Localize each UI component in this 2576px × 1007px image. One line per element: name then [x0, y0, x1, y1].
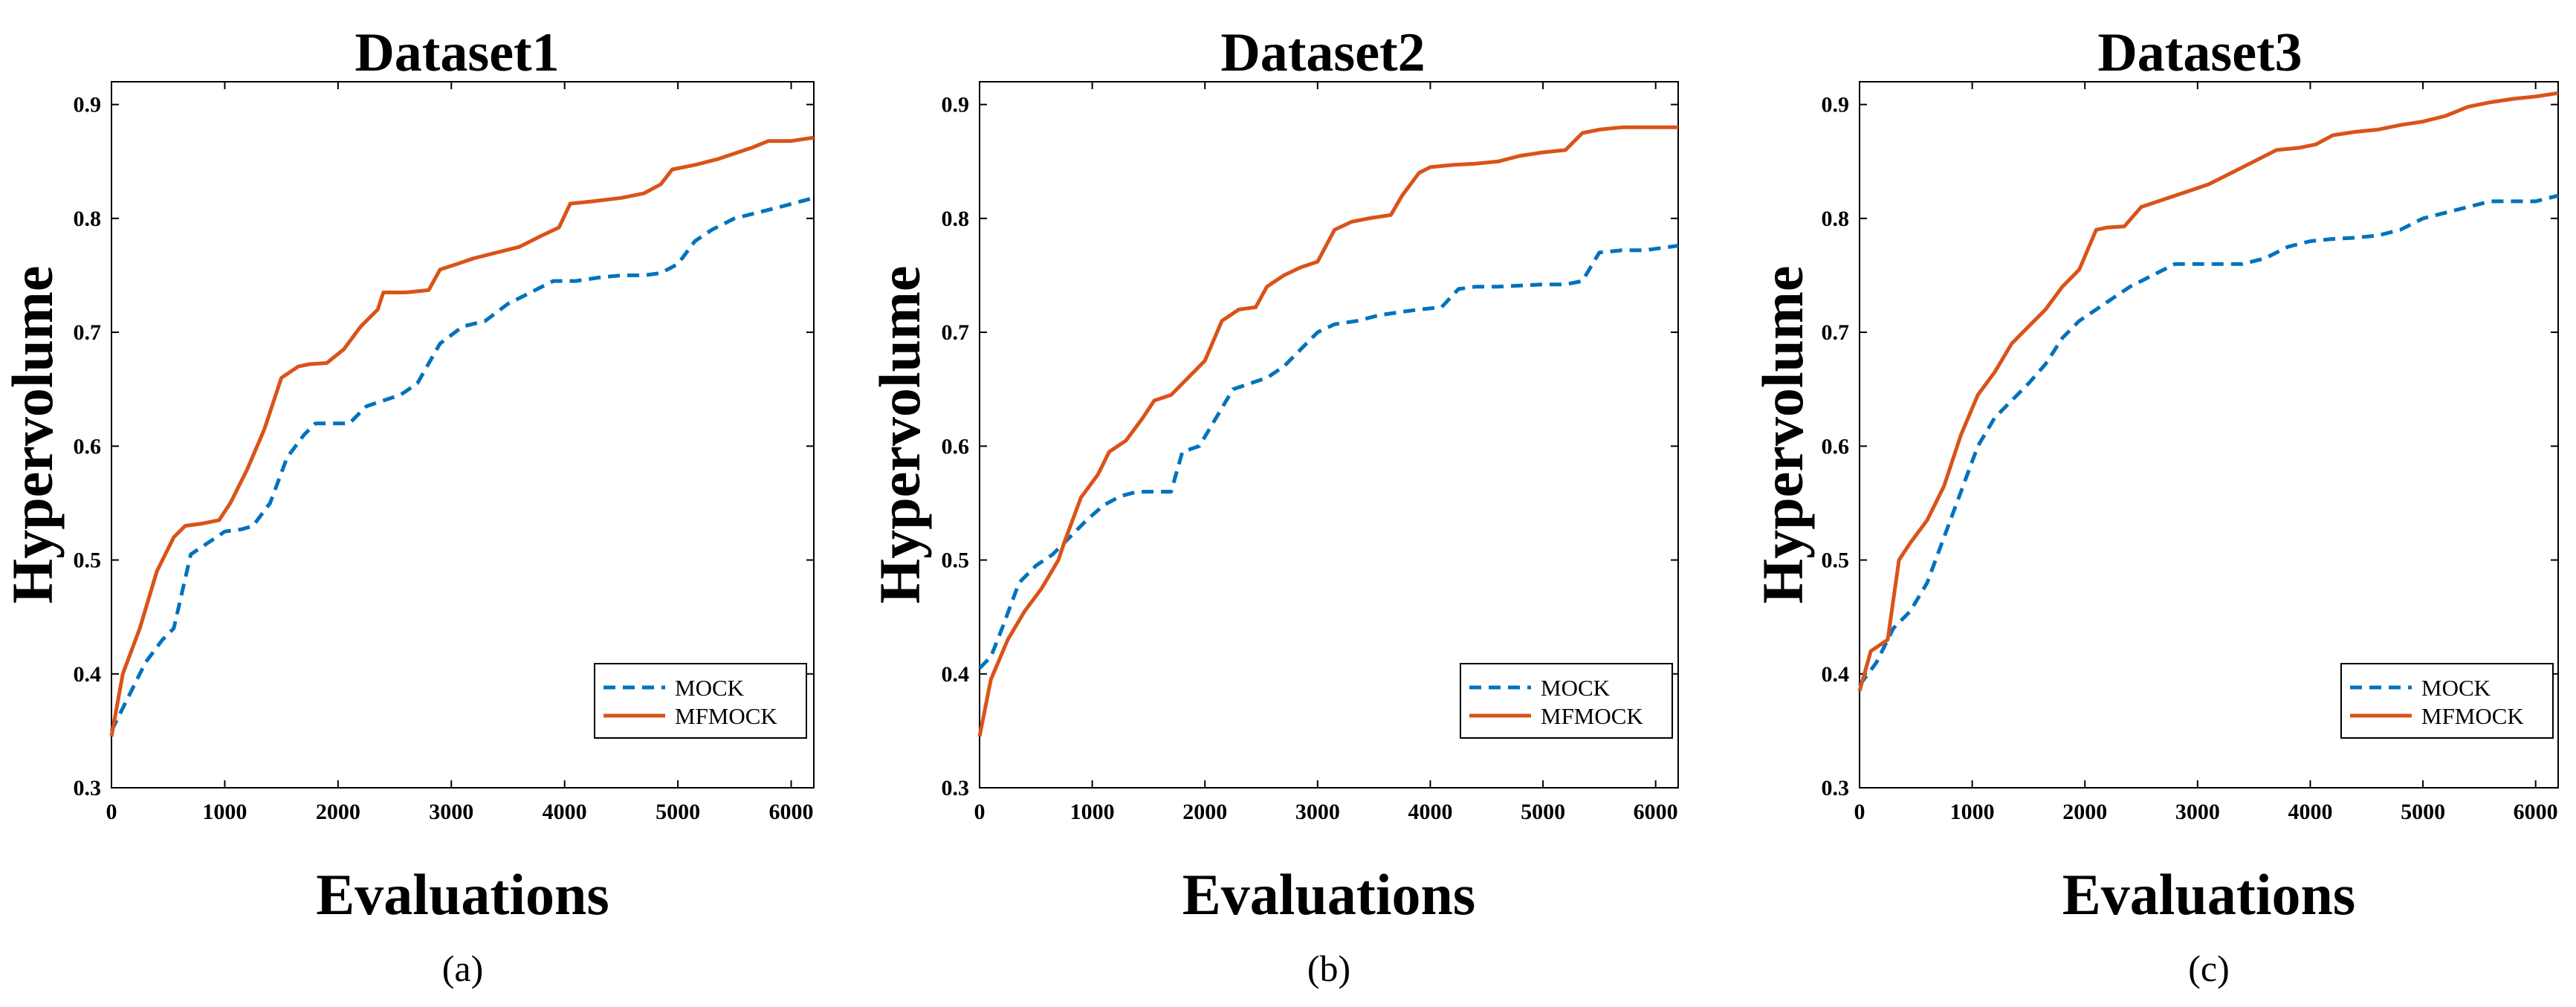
series-line-mfmock — [977, 125, 1678, 737]
legend-label: MOCK — [675, 675, 745, 701]
y-tick-label: 0.5 — [942, 548, 970, 573]
y-tick-label: 0.5 — [1822, 548, 1850, 573]
y-tick-label: 0.6 — [1822, 434, 1850, 459]
y-tick-label: 0.8 — [942, 207, 970, 231]
series-line-mfmock — [109, 135, 815, 737]
legend-box — [594, 663, 807, 739]
y-tick-label: 0.7 — [74, 320, 102, 345]
y-axis-label: Hypervolume — [867, 266, 932, 604]
y-tick-label: 0.7 — [942, 320, 970, 345]
panel-caption: (a) — [442, 948, 484, 989]
x-tick-label: 6000 — [769, 800, 814, 824]
panel-caption: (c) — [2188, 948, 2230, 989]
chart-panel-2: Dataset2 0.3 0.4 0.5 0.6 0.7 0.8 0.9 0 1000 2000 30… — [867, 22, 1679, 989]
y-tick-label: 0.3 — [74, 776, 102, 800]
chart-title: Dataset2 — [1220, 22, 1425, 83]
legend-box — [1460, 663, 1673, 739]
legend-label: MFMOCK — [675, 703, 777, 729]
x-tick-label: 0 — [974, 800, 986, 824]
chart-panel-3: Dataset3 0.3 0.4 0.5 0.6 0.7 0.8 0.9 0 1000 2000 30… — [1750, 22, 2559, 989]
y-tick-label: 0.9 — [1822, 93, 1850, 117]
y-tick-label: 0.4 — [74, 662, 102, 687]
y-tick-label: 0.3 — [1822, 776, 1850, 800]
legend-label: MFMOCK — [1541, 703, 1643, 729]
y-tick-label: 0.6 — [74, 434, 102, 459]
x-tick-label: 0 — [106, 800, 117, 824]
legend-label: MFMOCK — [2421, 703, 2524, 729]
x-tick-label: 5000 — [656, 800, 700, 824]
x-tick-label: 4000 — [2288, 800, 2332, 824]
x-tick-label: 0 — [1854, 800, 1865, 824]
series-line-mock — [109, 195, 815, 732]
x-tick-label: 1000 — [202, 800, 247, 824]
y-tick-label: 0.8 — [1822, 207, 1850, 231]
x-tick-label: 6000 — [1634, 800, 1678, 824]
plot-frame — [111, 81, 815, 789]
y-tick-label: 0.3 — [942, 776, 970, 800]
y-axis-label: Hypervolume — [1750, 266, 1815, 604]
plot-frame — [1859, 81, 2559, 789]
y-tick-label: 0.7 — [1822, 320, 1850, 345]
x-tick-label: 2000 — [316, 800, 360, 824]
x-tick-label: 3000 — [2175, 800, 2220, 824]
x-tick-label: 2000 — [1182, 800, 1227, 824]
chart-title: Dataset3 — [2097, 22, 2302, 83]
x-tick-label: 1000 — [1070, 800, 1115, 824]
y-tick-label: 0.9 — [942, 93, 970, 117]
y-tick-label: 0.9 — [74, 93, 102, 117]
panel-caption: (b) — [1307, 948, 1350, 989]
x-tick-label: 5000 — [1521, 800, 1565, 824]
x-tick-label: 2000 — [2062, 800, 2107, 824]
x-tick-label: 6000 — [2514, 800, 2558, 824]
y-tick-label: 0.6 — [942, 434, 970, 459]
x-tick-label: 4000 — [1408, 800, 1452, 824]
legend-label: MOCK — [1541, 675, 1611, 701]
y-tick-label: 0.4 — [1822, 662, 1850, 687]
series-line-mock — [1857, 193, 2559, 687]
x-tick-label: 5000 — [2401, 800, 2445, 824]
x-tick-label: 3000 — [1295, 800, 1340, 824]
series-line-mfmock — [1857, 91, 2559, 692]
x-axis-label: Evaluations — [2062, 862, 2355, 927]
x-axis-label: Evaluations — [316, 862, 609, 927]
x-tick-label: 4000 — [543, 800, 587, 824]
legend-box — [2340, 663, 2554, 739]
plot-frame — [979, 81, 1679, 789]
y-axis-label: Hypervolume — [0, 266, 65, 604]
chart-title: Dataset1 — [355, 22, 559, 83]
y-tick-label: 0.5 — [74, 548, 102, 573]
y-tick-label: 0.8 — [74, 207, 102, 231]
legend-label: MOCK — [2421, 675, 2491, 701]
x-axis-label: Evaluations — [1182, 862, 1475, 927]
chart-panel-1: Dataset1 0.3 0.4 0.5 0.6 0.7 0.8 0.9 0 1000 2000 30… — [0, 22, 815, 989]
series-line-mock — [978, 244, 1679, 670]
y-tick-label: 0.4 — [942, 662, 970, 687]
x-tick-label: 1000 — [1950, 800, 1995, 824]
x-tick-label: 3000 — [429, 800, 473, 824]
